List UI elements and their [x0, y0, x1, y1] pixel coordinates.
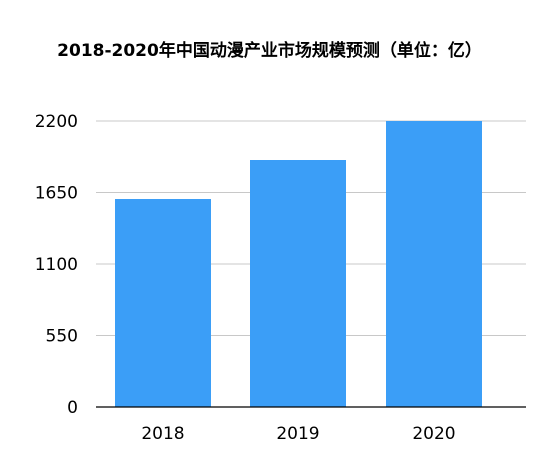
chart-title: 2018-2020年中国动漫产业市场规模预测（单位：亿） [57, 41, 482, 61]
bar-2020 [386, 121, 482, 407]
y-tick-label-550: 550 [46, 327, 78, 347]
x-tick-label-2019: 2019 [276, 424, 319, 444]
y-tick-label-1100: 1100 [35, 255, 78, 275]
x-tick-label-2020: 2020 [412, 424, 455, 444]
y-tick-label-0: 0 [67, 398, 78, 418]
bar-2019 [250, 160, 346, 407]
y-tick-label-1650: 1650 [35, 184, 78, 204]
bar-2018 [115, 199, 211, 407]
y-tick-label-2200: 2200 [35, 112, 78, 132]
x-tick-label-2018: 2018 [141, 424, 184, 444]
